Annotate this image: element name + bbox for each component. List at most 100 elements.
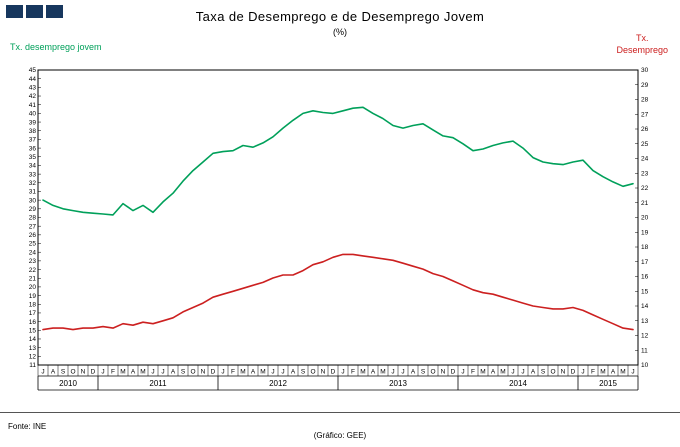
- svg-text:17: 17: [29, 310, 37, 317]
- svg-text:M: M: [380, 369, 385, 376]
- logo-square-icon: [6, 5, 23, 18]
- svg-text:17: 17: [641, 259, 649, 266]
- svg-text:25: 25: [641, 141, 649, 148]
- svg-text:41: 41: [29, 102, 37, 109]
- svg-text:28: 28: [29, 215, 37, 222]
- svg-text:11: 11: [641, 347, 648, 354]
- svg-text:J: J: [511, 369, 514, 376]
- logo-square-icon: [26, 5, 43, 18]
- svg-text:J: J: [581, 369, 584, 376]
- svg-text:2015: 2015: [599, 379, 617, 388]
- svg-text:J: J: [461, 369, 464, 376]
- svg-text:21: 21: [29, 275, 37, 282]
- svg-text:34: 34: [29, 163, 37, 170]
- chart-area: 11 12 13 14 15 16 17 18 19 20 21 22 23 24 25 26 27 28 29 30…: [0, 58, 680, 408]
- svg-text:S: S: [181, 369, 186, 376]
- svg-text:24: 24: [641, 156, 649, 163]
- svg-text:S: S: [541, 369, 546, 376]
- logo-square-icon: [46, 5, 63, 18]
- svg-text:12: 12: [29, 354, 37, 361]
- svg-text:10: 10: [641, 362, 649, 369]
- svg-text:2010: 2010: [59, 379, 77, 388]
- svg-text:J: J: [221, 369, 224, 376]
- svg-text:25: 25: [29, 241, 37, 248]
- svg-text:2012: 2012: [269, 379, 287, 388]
- chart-title: Taxa de Desemprego e de Desemprego Jovem: [195, 9, 485, 24]
- svg-text:N: N: [561, 369, 566, 376]
- svg-text:2013: 2013: [389, 379, 407, 388]
- svg-text:D: D: [331, 369, 336, 376]
- svg-text:J: J: [391, 369, 394, 376]
- svg-text:M: M: [600, 369, 605, 376]
- svg-text:18: 18: [29, 301, 37, 308]
- svg-text:30: 30: [29, 197, 37, 204]
- svg-text:S: S: [421, 369, 426, 376]
- svg-text:F: F: [471, 369, 475, 376]
- svg-text:N: N: [441, 369, 446, 376]
- svg-text:22: 22: [641, 185, 649, 192]
- svg-text:26: 26: [641, 126, 649, 133]
- svg-text:M: M: [480, 369, 485, 376]
- svg-text:20: 20: [641, 215, 649, 222]
- svg-text:30: 30: [641, 67, 649, 74]
- svg-text:A: A: [531, 369, 536, 376]
- right-axis-title: Tx. Desemprego: [616, 33, 668, 56]
- svg-text:2011: 2011: [149, 379, 167, 388]
- svg-text:35: 35: [29, 154, 37, 161]
- svg-text:F: F: [591, 369, 595, 376]
- svg-text:A: A: [411, 369, 416, 376]
- svg-text:11: 11: [29, 362, 36, 369]
- svg-text:N: N: [321, 369, 326, 376]
- svg-text:15: 15: [641, 288, 649, 295]
- svg-text:27: 27: [641, 111, 649, 118]
- svg-text:22: 22: [29, 267, 37, 274]
- svg-text:42: 42: [29, 93, 37, 100]
- svg-text:29: 29: [641, 82, 649, 89]
- svg-text:M: M: [620, 369, 625, 376]
- right-axis-title-line2: Desemprego: [616, 44, 668, 55]
- svg-text:A: A: [131, 369, 136, 376]
- unemployment-line-chart: 1112131415161718192021222324252627282930…: [29, 67, 649, 391]
- svg-text:44: 44: [29, 76, 37, 83]
- svg-text:20: 20: [29, 284, 37, 291]
- svg-text:J: J: [521, 369, 524, 376]
- svg-text:16: 16: [641, 274, 649, 281]
- svg-text:A: A: [291, 369, 296, 376]
- svg-text:21: 21: [641, 200, 649, 207]
- svg-text:A: A: [171, 369, 176, 376]
- svg-text:29: 29: [29, 206, 37, 213]
- right-axis-title-line1: Tx.: [635, 33, 649, 43]
- svg-text:18: 18: [641, 244, 649, 251]
- svg-text:O: O: [70, 369, 75, 376]
- svg-text:F: F: [111, 369, 115, 376]
- svg-text:S: S: [301, 369, 306, 376]
- svg-text:14: 14: [641, 303, 649, 310]
- svg-text:33: 33: [29, 171, 37, 178]
- svg-text:A: A: [251, 369, 256, 376]
- svg-text:28: 28: [641, 97, 649, 104]
- svg-text:19: 19: [29, 293, 37, 300]
- svg-text:2014: 2014: [509, 379, 527, 388]
- svg-text:J: J: [341, 369, 344, 376]
- logo-squares: [6, 5, 63, 18]
- svg-text:O: O: [550, 369, 555, 376]
- svg-text:J: J: [401, 369, 404, 376]
- svg-text:43: 43: [29, 85, 37, 92]
- svg-text:N: N: [201, 369, 206, 376]
- svg-text:O: O: [310, 369, 315, 376]
- footer-divider: [0, 412, 680, 413]
- svg-text:M: M: [140, 369, 145, 376]
- svg-text:24: 24: [29, 249, 37, 256]
- svg-text:M: M: [500, 369, 505, 376]
- svg-text:O: O: [430, 369, 435, 376]
- svg-text:M: M: [120, 369, 125, 376]
- svg-text:F: F: [231, 369, 235, 376]
- svg-text:A: A: [611, 369, 616, 376]
- svg-text:A: A: [491, 369, 496, 376]
- svg-text:19: 19: [641, 229, 649, 236]
- svg-text:15: 15: [29, 327, 37, 334]
- svg-text:S: S: [61, 369, 66, 376]
- svg-text:O: O: [190, 369, 195, 376]
- svg-text:40: 40: [29, 111, 37, 118]
- svg-text:12: 12: [641, 333, 649, 340]
